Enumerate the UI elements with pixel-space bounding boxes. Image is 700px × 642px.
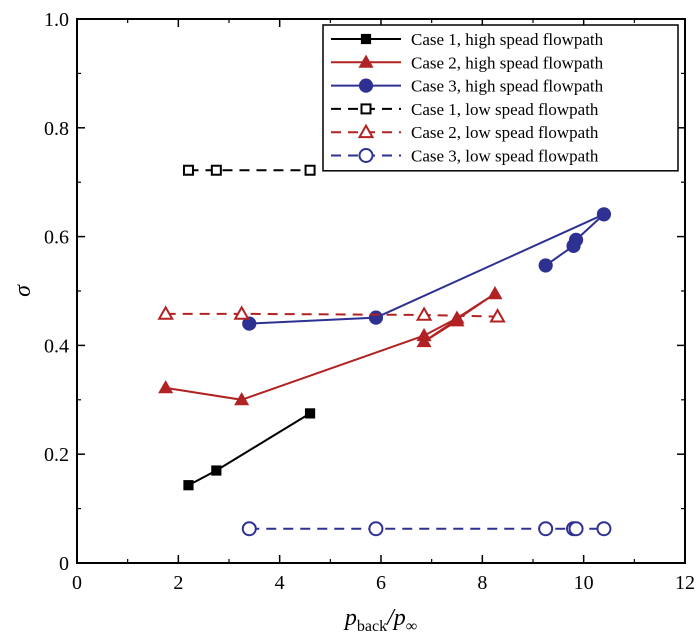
series-6 [241,521,612,537]
data-point [538,258,553,273]
data-point [596,521,612,537]
marks-layer [157,164,612,537]
data-point [157,305,174,320]
data-point [368,521,384,537]
legend-label: Case 2, high spead flowpath [411,53,604,72]
legend-label: Case 1, low spead flowpath [411,100,599,119]
x-tick-label: 12 [675,572,695,594]
x-tick-label: 0 [72,572,82,594]
legend-marker [360,33,372,45]
x-axis-label-sub-back: back [357,618,387,635]
series-line [165,312,498,318]
y-tick-label: 0.6 [44,227,69,249]
data-point [233,305,250,320]
data-point [568,521,584,537]
series-5 [157,305,506,323]
x-tick-label: 2 [173,572,183,594]
legend-entry: Case 1, high spead flowpath [331,30,604,49]
series-1 [183,408,316,491]
series-3 [242,207,612,331]
series-4 [182,164,316,176]
y-tick-label: 0.4 [44,335,69,357]
data-point [211,465,222,476]
legend-marker [358,78,374,93]
data-point [183,480,194,491]
data-point [449,313,465,327]
legend-entry: Case 3, high spead flowpath [331,77,604,96]
data-point [415,306,433,321]
x-tick-label: 8 [477,572,487,594]
legend-label: Case 3, high spead flowpath [411,77,604,96]
x-axis-label: pback/p∞ [343,605,417,635]
legend-label: Case 3, low spead flowpath [411,147,599,166]
data-point [234,392,250,406]
legend-marker [357,123,375,139]
data-point [487,286,503,300]
y-tick-label: 0.8 [44,118,69,140]
data-point [304,408,316,419]
legend: Case 1, high spead flowpath Case 2, high … [322,24,679,172]
series-2 [158,286,503,406]
x-tick-label: 4 [275,572,285,594]
x-axis-label-sep: /p [385,605,406,631]
legend-marker [360,103,372,115]
x-tick-label: 6 [376,572,386,594]
data-point [416,333,432,348]
data-point [566,238,581,253]
series-line [165,292,496,401]
legend-entry: Case 1, low spead flowpath [331,100,599,119]
data-point [489,308,506,323]
y-tick-label: 0.2 [44,444,69,466]
data-point [538,521,554,537]
y-axis-label: σ [10,284,36,297]
data-point [368,310,384,325]
data-point [158,380,174,394]
legend-label: Case 2, low spead flowpath [411,123,599,142]
legend-marker [358,54,374,68]
legend-label: Case 1, high spead flowpath [411,30,604,49]
series-line [188,412,311,487]
x-tick-label: 10 [574,572,594,594]
data-point [596,207,612,222]
y-tick-label: 1.0 [44,9,69,31]
data-point [242,316,257,331]
y-tick-label: 0 [59,553,69,575]
data-point [182,164,194,176]
legend-entry: Case 3, low spead flowpath [331,147,599,166]
data-point [210,164,222,176]
legend-box [322,24,679,172]
data-point [241,521,257,537]
legend-marker [358,148,374,163]
ticks-layer: 0 2 4 6 8 10 12 0 0.2 0.4 0.6 0.8 1.0 [44,9,695,594]
x-axis-label-p: p [343,605,357,631]
legend-entry: Case 2, high spead flowpath [331,53,604,72]
data-point [304,164,316,176]
x-axis-label-sub-inf: ∞ [406,618,417,635]
legend-entry: Case 2, low spead flowpath [331,123,599,142]
